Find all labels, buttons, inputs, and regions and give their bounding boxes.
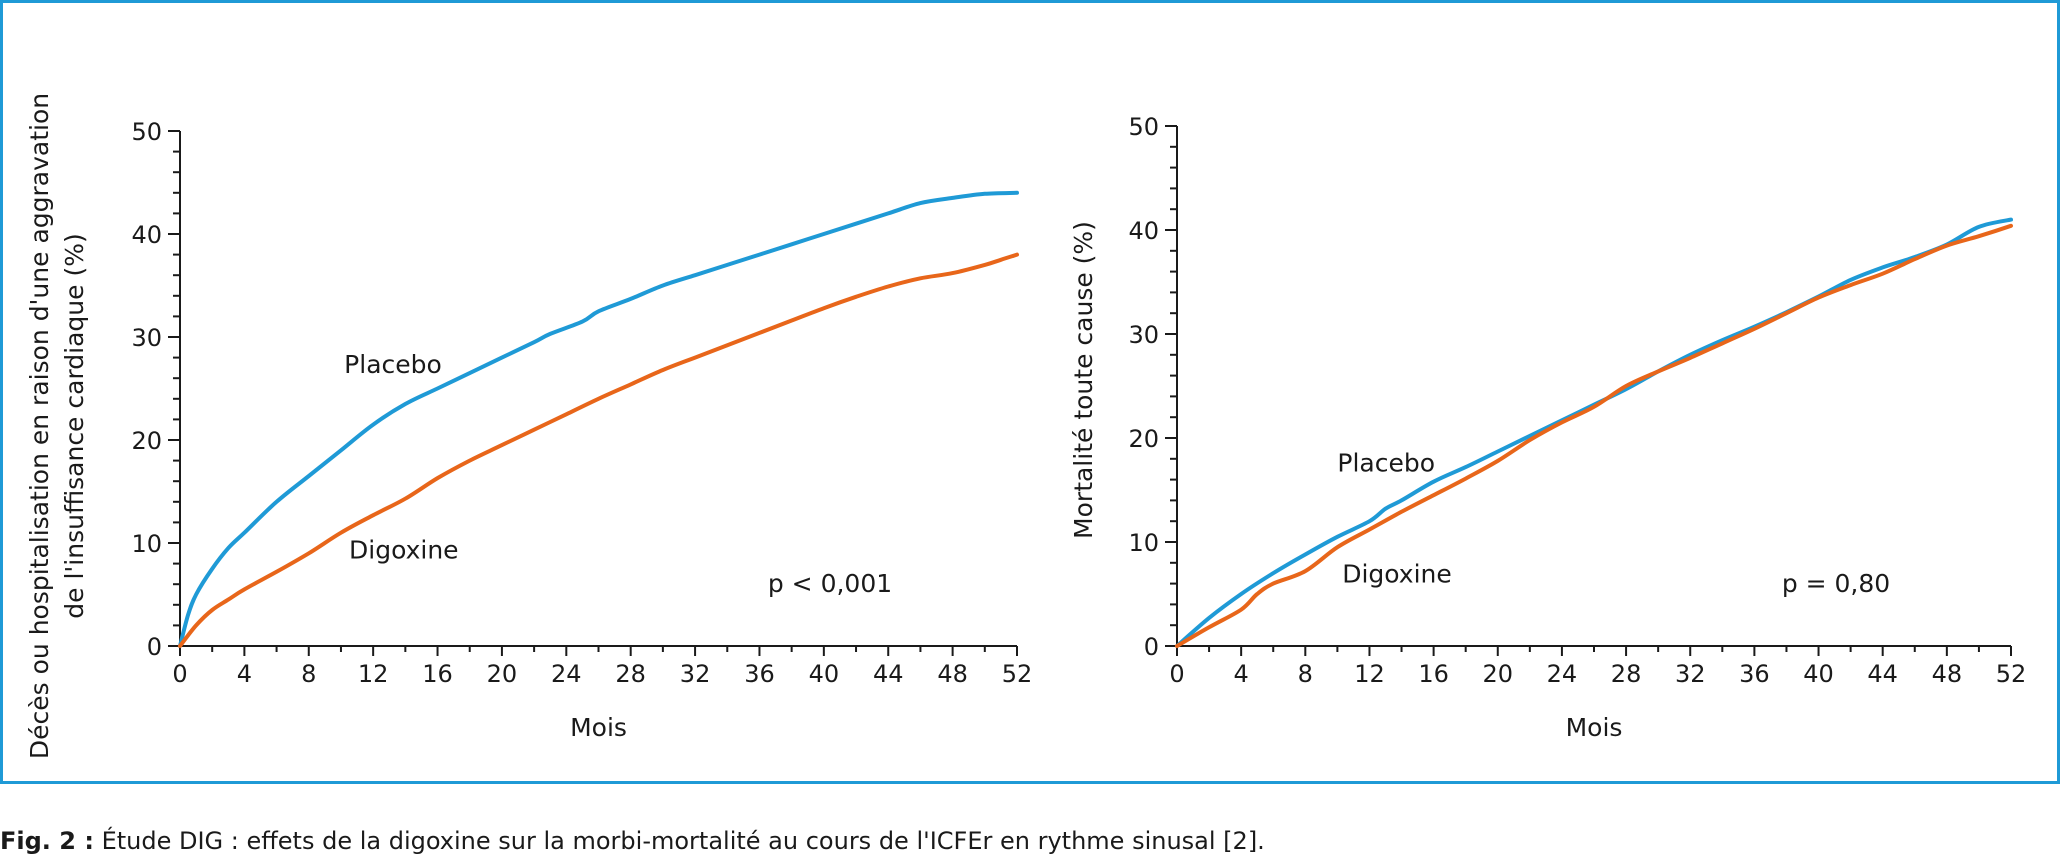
chart1-y-tick-label: 30 bbox=[131, 324, 162, 352]
chart2-x-tick-label: 40 bbox=[1803, 660, 1834, 688]
chart1-x-axis-label: Mois bbox=[570, 713, 627, 742]
chart1-x-tick-label: 0 bbox=[172, 660, 187, 688]
chart2-p-value-annotation: p = 0,80 bbox=[1782, 569, 1890, 598]
chart2-x-tick-label: 24 bbox=[1547, 660, 1578, 688]
caption-text: Étude DIG : effets de la digoxine sur la… bbox=[93, 827, 1265, 855]
chart2-x-tick-label: 20 bbox=[1482, 660, 1513, 688]
chart1-x-tick-label: 28 bbox=[615, 660, 646, 688]
chart1-y-tick-label: 0 bbox=[147, 633, 162, 661]
chart1-y-tick-label: 40 bbox=[131, 221, 162, 249]
chart1-series-label-placebo: Placebo bbox=[344, 350, 442, 379]
chart2-x-axis-label: Mois bbox=[1566, 713, 1623, 742]
chart2-y-tick-label: 10 bbox=[1128, 529, 1159, 557]
caption-label: Fig. 2 : bbox=[0, 827, 94, 855]
chart2-x-tick-label: 28 bbox=[1611, 660, 1642, 688]
chart2-panel: 0 4 8 12 16 20 24 28 32 36 40 44 48 5201020304050Mois… bbox=[1069, 113, 2026, 742]
chart1-y-tick-label: 20 bbox=[131, 427, 162, 455]
chart2-series-label-placebo: Placebo bbox=[1337, 448, 1435, 477]
chart1-x-tick-label: 36 bbox=[744, 660, 775, 688]
chart1-x-tick-label: 8 bbox=[301, 660, 316, 688]
chart2-x-tick-label: 4 bbox=[1234, 660, 1249, 688]
chart2-x-tick-label: 12 bbox=[1354, 660, 1385, 688]
chart1-series-digoxine-line bbox=[178, 252, 1019, 648]
chart1-x-tick-label: 52 bbox=[1002, 660, 1033, 688]
chart1-x-tick-label: 20 bbox=[487, 660, 518, 688]
chart1-panel: 0 4 8 12 16 20 24 28 32 36 40 44 48 5201020304050Mois… bbox=[25, 93, 1032, 759]
chart1-x-tick-label: 32 bbox=[680, 660, 711, 688]
chart2-series-label-digoxine: Digoxine bbox=[1342, 560, 1452, 589]
chart1-series-placebo-line bbox=[178, 190, 1019, 648]
chart1-series-label-digoxine: Digoxine bbox=[349, 535, 459, 564]
chart1-x-tick-label: 24 bbox=[551, 660, 582, 688]
chart1-y-tick-label: 10 bbox=[131, 530, 162, 558]
chart2-series-placebo-line bbox=[1175, 217, 2013, 648]
chart2-y-tick-label: 0 bbox=[1144, 633, 1159, 661]
chart2-x-tick-label: 36 bbox=[1739, 660, 1770, 688]
chart2-x-tick-label: 16 bbox=[1418, 660, 1449, 688]
chart2-y-tick-label: 30 bbox=[1128, 321, 1159, 349]
chart2-y-axis-label: Mortalité toute cause (%) bbox=[1069, 221, 1098, 539]
figure-caption: Fig. 2 : Étude DIG : effets de la digoxi… bbox=[0, 827, 1265, 855]
chart1-p-value-annotation: p < 0,001 bbox=[768, 569, 892, 598]
chart1-x-tick-label: 4 bbox=[237, 660, 252, 688]
chart2-y-tick-label: 50 bbox=[1128, 113, 1159, 141]
chart2-series-digoxine-line bbox=[1175, 223, 2013, 648]
chart2-x-tick-label: 8 bbox=[1298, 660, 1313, 688]
chart2-x-tick-label: 44 bbox=[1867, 660, 1898, 688]
chart1-x-tick-label: 48 bbox=[937, 660, 968, 688]
chart1-y-axis-label: de l'insuffisance cardiaque (%) bbox=[60, 233, 89, 618]
chart2-y-tick-label: 40 bbox=[1128, 217, 1159, 245]
chart1-x-tick-label: 12 bbox=[358, 660, 389, 688]
chart1-y-axis-label: Décès ou hospitalisation en raison d'une… bbox=[25, 93, 54, 759]
chart1-y-tick-label: 50 bbox=[131, 118, 162, 146]
chart1-x-tick-label: 44 bbox=[873, 660, 904, 688]
chart2-x-tick-label: 52 bbox=[1996, 660, 2027, 688]
chart2-x-tick-label: 32 bbox=[1675, 660, 1706, 688]
chart2-x-tick-label: 0 bbox=[1169, 660, 1184, 688]
chart1-x-tick-label: 16 bbox=[422, 660, 453, 688]
figure-frame bbox=[0, 0, 2060, 784]
chart2-x-tick-label: 48 bbox=[1932, 660, 1963, 688]
chart2-y-tick-label: 20 bbox=[1128, 425, 1159, 453]
chart1-x-tick-label: 40 bbox=[809, 660, 840, 688]
